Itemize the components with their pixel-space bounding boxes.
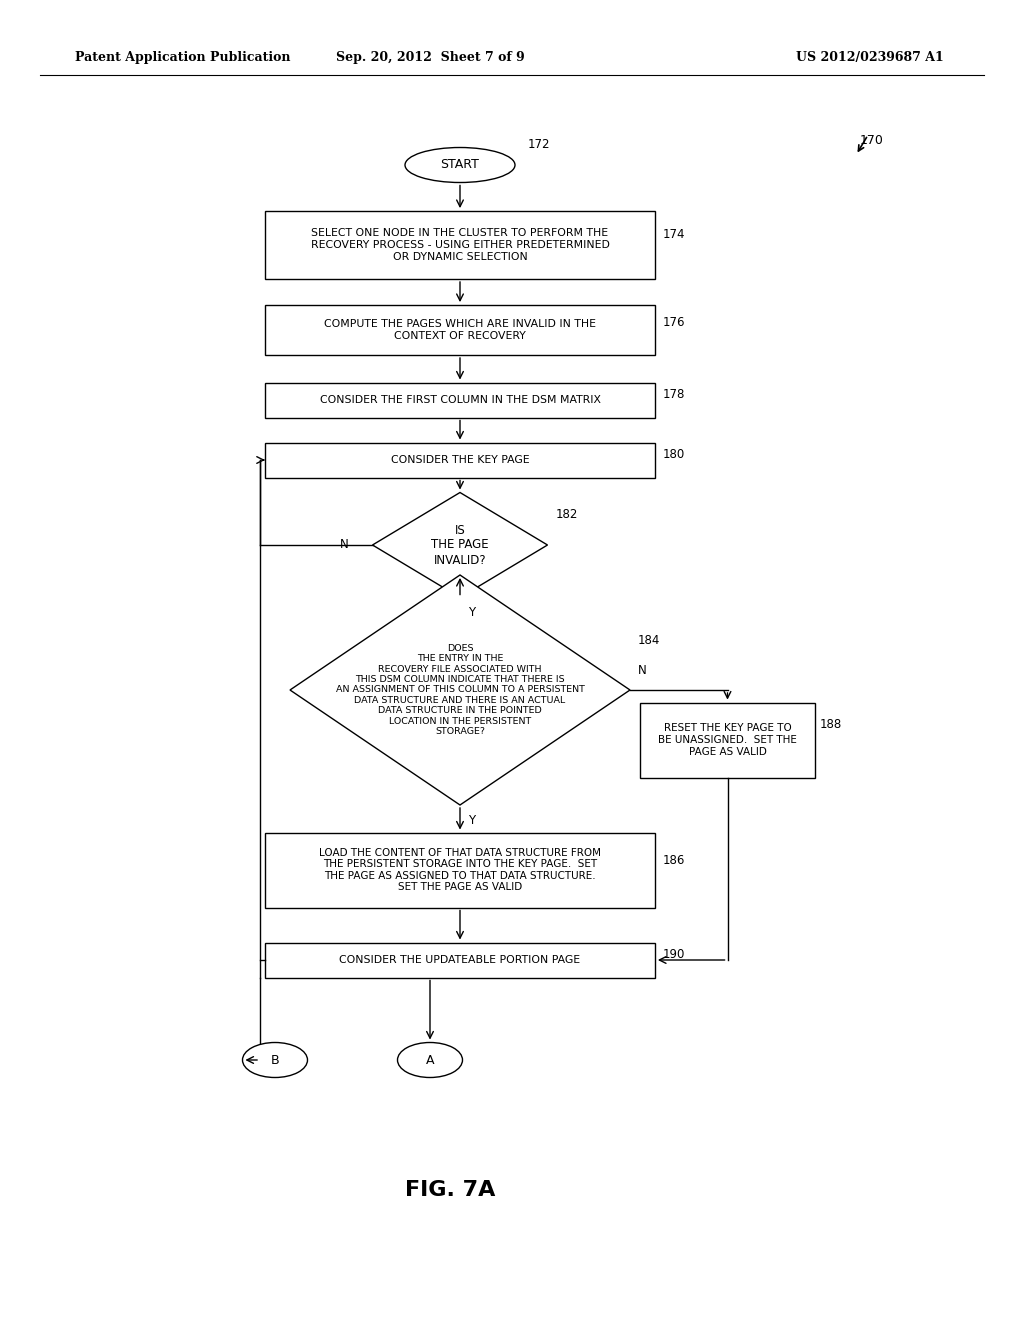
Text: A: A (426, 1053, 434, 1067)
Text: CONSIDER THE FIRST COLUMN IN THE DSM MATRIX: CONSIDER THE FIRST COLUMN IN THE DSM MAT… (319, 395, 600, 405)
Ellipse shape (397, 1043, 463, 1077)
Text: Y: Y (468, 606, 475, 619)
Bar (265, 442, 655, 478)
Text: Patent Application Publication: Patent Application Publication (75, 51, 291, 65)
Text: 172: 172 (528, 139, 551, 152)
Bar (265, 211, 655, 279)
Text: 176: 176 (663, 315, 685, 329)
Text: B: B (270, 1053, 280, 1067)
Text: RESET THE KEY PAGE TO
BE UNASSIGNED.  SET THE
PAGE AS VALID: RESET THE KEY PAGE TO BE UNASSIGNED. SET… (658, 723, 797, 756)
Text: CONSIDER THE UPDATEABLE PORTION PAGE: CONSIDER THE UPDATEABLE PORTION PAGE (339, 954, 581, 965)
Text: LOAD THE CONTENT OF THAT DATA STRUCTURE FROM
THE PERSISTENT STORAGE INTO THE KEY: LOAD THE CONTENT OF THAT DATA STRUCTURE … (319, 847, 601, 892)
Text: Sep. 20, 2012  Sheet 7 of 9: Sep. 20, 2012 Sheet 7 of 9 (336, 51, 524, 65)
Text: FIG. 7A: FIG. 7A (404, 1180, 496, 1200)
Text: SELECT ONE NODE IN THE CLUSTER TO PERFORM THE
RECOVERY PROCESS - USING EITHER PR: SELECT ONE NODE IN THE CLUSTER TO PERFOR… (310, 228, 609, 261)
Text: 186: 186 (663, 854, 685, 866)
Text: 170: 170 (860, 133, 884, 147)
Text: 182: 182 (555, 508, 578, 521)
Text: 190: 190 (663, 949, 685, 961)
Ellipse shape (243, 1043, 307, 1077)
Polygon shape (290, 576, 630, 805)
Text: 188: 188 (820, 718, 843, 731)
Bar (265, 383, 655, 417)
Text: Y: Y (468, 813, 475, 826)
Text: 174: 174 (663, 228, 685, 242)
Text: 184: 184 (638, 634, 660, 647)
Text: 180: 180 (663, 449, 685, 462)
Ellipse shape (406, 148, 515, 182)
Bar (265, 833, 655, 908)
Text: N: N (638, 664, 647, 676)
Text: START: START (440, 158, 479, 172)
Bar (265, 942, 655, 978)
Polygon shape (373, 492, 548, 598)
Text: IS
THE PAGE
INVALID?: IS THE PAGE INVALID? (431, 524, 488, 566)
Bar (265, 305, 655, 355)
Text: COMPUTE THE PAGES WHICH ARE INVALID IN THE
CONTEXT OF RECOVERY: COMPUTE THE PAGES WHICH ARE INVALID IN T… (324, 319, 596, 341)
Text: CONSIDER THE KEY PAGE: CONSIDER THE KEY PAGE (391, 455, 529, 465)
Text: DOES
THE ENTRY IN THE
RECOVERY FILE ASSOCIATED WITH
THIS DSM COLUMN INDICATE THA: DOES THE ENTRY IN THE RECOVERY FILE ASSO… (336, 644, 585, 737)
Text: N: N (340, 539, 349, 552)
Text: 178: 178 (663, 388, 685, 401)
Text: US 2012/0239687 A1: US 2012/0239687 A1 (796, 51, 944, 65)
Bar (640, 702, 815, 777)
